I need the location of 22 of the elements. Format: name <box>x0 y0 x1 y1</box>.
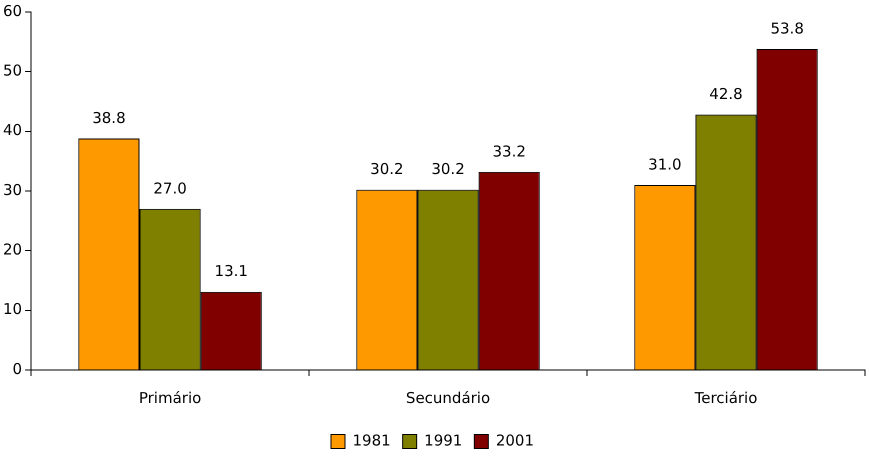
data-label: 27.0 <box>153 179 187 198</box>
data-label: 31.0 <box>648 155 682 174</box>
y-tick-label: 10 <box>2 300 22 318</box>
y-tick-label: 50 <box>2 62 22 80</box>
data-label: 38.8 <box>92 108 126 127</box>
y-tick-label: 20 <box>2 240 22 259</box>
y-tick-label: 0 <box>12 360 22 378</box>
x-tick-label: Secundário <box>406 388 490 407</box>
legend-label: 1991 <box>424 431 462 450</box>
data-label: 33.2 <box>492 142 526 160</box>
x-tick-label: Primário <box>138 388 202 407</box>
data-label: 13.1 <box>214 262 248 280</box>
y-tick-label: 40 <box>2 121 22 140</box>
legend-label: 1981 <box>352 431 391 450</box>
y-tick-label: 60 <box>2 2 22 20</box>
data-label: 53.8 <box>770 19 804 38</box>
data-label: 30.2 <box>370 160 404 178</box>
legend-label: 2001 <box>496 431 534 450</box>
y-tick-label: 30 <box>2 180 22 199</box>
data-label: 30.2 <box>431 160 465 178</box>
data-label: 42.8 <box>709 85 743 104</box>
x-tick-label: Terciário <box>694 388 758 407</box>
